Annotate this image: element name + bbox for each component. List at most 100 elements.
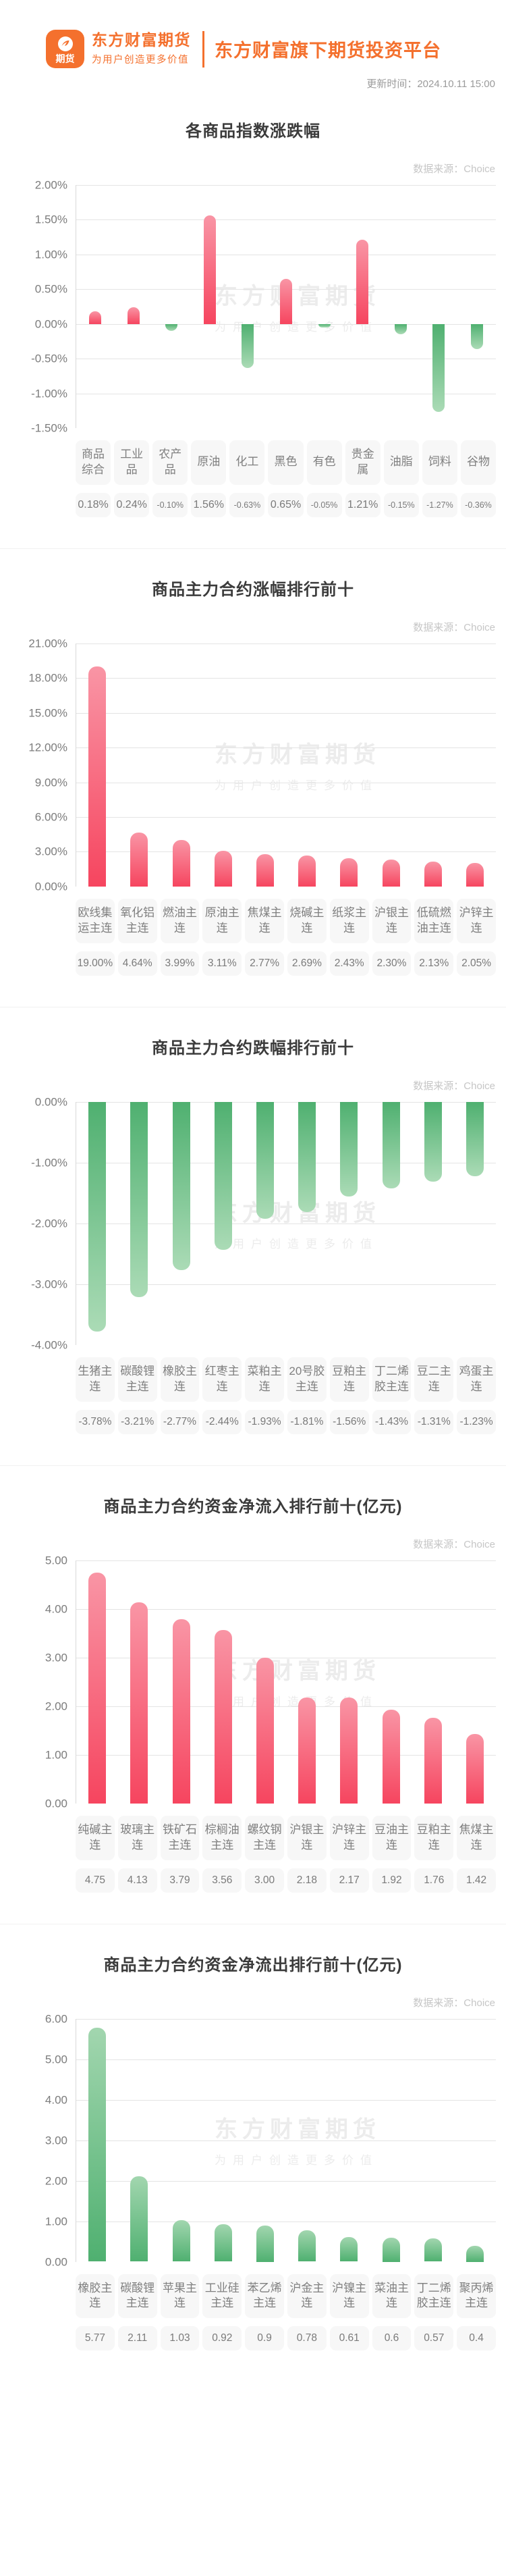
gridline	[76, 323, 496, 325]
bar	[466, 2245, 484, 2262]
bar	[214, 2224, 232, 2262]
bar-column	[115, 185, 153, 428]
category-label: 化工	[229, 440, 265, 485]
value-label: 1.76	[414, 1868, 454, 1893]
bar-column	[118, 2019, 160, 2262]
bar	[394, 323, 407, 335]
bar	[432, 323, 445, 413]
chart-section-3: 商品主力合约跌幅排行前十 数据来源：Choice 东方财富期货 为用户创造更多价…	[0, 1007, 506, 1466]
bar-column	[286, 2019, 328, 2262]
category-label: 沪银主连	[372, 898, 412, 943]
category-label: 豆粕主连	[414, 1815, 454, 1860]
y-axis-tick-label: 5.00	[45, 2053, 67, 2066]
bar-column	[286, 1560, 328, 1804]
bar-column	[118, 643, 160, 887]
bar-column	[118, 1101, 160, 1345]
plot-area: 东方财富期货 为用户创造更多价值 0.00% -1.00% -2.00% -3.00%…	[0, 1096, 496, 1350]
y-axis-tick-label: 6.00	[45, 2012, 67, 2025]
bar	[88, 1572, 107, 1804]
bar	[424, 2238, 442, 2262]
category-label: 菜油主连	[372, 2273, 412, 2319]
category-label: 氧化铝主连	[117, 898, 157, 943]
bar	[172, 840, 190, 887]
category-label: 焦煤主连	[245, 898, 284, 943]
category-label: 烧碱主连	[287, 898, 327, 943]
bar	[382, 860, 400, 887]
bar	[89, 311, 102, 324]
category-label: 铁矿石主连	[160, 1815, 200, 1860]
y-axis-tick-label: 12.00%	[28, 741, 67, 754]
value-label: 2.43%	[329, 951, 369, 976]
category-label: 红枣主连	[202, 1357, 242, 1402]
value-label: 0.24%	[114, 492, 150, 517]
y-axis-tick-label: 1.00	[45, 2215, 67, 2228]
value-label: 2.13%	[414, 951, 454, 976]
category-label: 焦煤主连	[457, 1815, 496, 1860]
bar	[340, 2236, 358, 2262]
category-label: 有色	[306, 440, 342, 485]
y-axis-tick-label: -1.00%	[31, 387, 67, 400]
category-label: 棕榈油主连	[202, 1815, 242, 1860]
bar-column	[412, 1560, 454, 1804]
bar	[340, 1101, 358, 1197]
bar-column	[160, 1101, 202, 1345]
chart-section-2: 商品主力合约涨幅排行前十 数据来源：Choice 东方财富期货 为用户创造更多价…	[0, 549, 506, 1007]
charts-container: 各商品指数涨跌幅 数据来源：Choice 东方财富期货 为用户创造更多价值 2.…	[0, 90, 506, 2382]
data-source-label: 数据来源：Choice	[413, 1538, 495, 1550]
value-label: 2.17	[329, 1868, 369, 1893]
bar-column	[370, 2019, 412, 2262]
bar	[340, 1698, 358, 1804]
category-label: 橡胶主连	[76, 2273, 115, 2319]
value-label: -0.36%	[460, 492, 497, 517]
futures-logo: 期货	[46, 30, 84, 68]
y-axis-tick-label: 4.00	[45, 1602, 67, 1616]
gridline	[76, 219, 496, 221]
category-label: 商品综合	[76, 440, 111, 485]
bar-column	[202, 2019, 244, 2262]
category-label: 生猪主连	[76, 1357, 115, 1402]
value-label: -1.81%	[287, 1409, 327, 1434]
y-axis-tick-label: 2.00%	[34, 178, 67, 192]
y-axis-tick-label: 0.00	[45, 1797, 67, 1810]
value-label: -3.78%	[76, 1409, 115, 1434]
data-source-label: 数据来源：Choice	[413, 1997, 495, 2009]
value-row: -3.78% -3.21% -2.77% -2.44% -1.93% -1.81% -1.5…	[76, 1409, 496, 1434]
plot: 东方财富期货 为用户创造更多价值	[76, 2018, 496, 2262]
bar	[88, 2028, 107, 2262]
bar	[214, 850, 232, 887]
plot: 东方财富期货 为用户创造更多价值	[76, 1101, 496, 1345]
value-label: 0.65%	[268, 492, 304, 517]
bar	[466, 1734, 484, 1804]
category-label: 玻璃主连	[117, 1815, 157, 1860]
chart-title: 商品主力合约资金净流出排行前十(亿元)	[103, 1955, 403, 1974]
value-label: 19.00%	[76, 951, 115, 976]
bar	[382, 1710, 400, 1804]
value-label: 3.56	[202, 1868, 242, 1893]
category-label: 苯乙烯主连	[245, 2273, 284, 2319]
value-row: 19.00% 4.64% 3.99% 3.11% 2.77% 2.69% 2.43% 2.30…	[76, 951, 496, 976]
value-label: 1.03	[160, 2326, 200, 2351]
category-row: 商品综合 工业品 农产品 原油 化工 黑色 有色 贵金属 油脂 饲料 谷物	[76, 440, 497, 485]
value-label: 3.79	[160, 1868, 200, 1893]
bar-column	[244, 1101, 286, 1345]
category-label: 20号胶主连	[287, 1357, 327, 1402]
bar-column	[412, 2019, 454, 2262]
category-label: 沪锌主连	[457, 898, 496, 943]
value-label: 0.61	[329, 2326, 369, 2351]
category-label: 碳酸锂主连	[117, 2273, 157, 2319]
category-label: 豆二主连	[414, 1357, 454, 1402]
bar	[203, 215, 216, 324]
bar	[88, 666, 107, 887]
bar-column	[420, 185, 458, 428]
gridline	[76, 1284, 496, 1285]
category-label: 纸浆主连	[329, 898, 369, 943]
value-label: 0.4	[457, 2326, 496, 2351]
gridline	[76, 2059, 496, 2060]
y-axis-tick-label: -3.00%	[31, 1278, 67, 1291]
y-axis-tick-label: 0.00	[45, 2255, 67, 2268]
bar-column	[454, 2019, 496, 2262]
value-label: -0.05%	[306, 492, 342, 517]
category-label: 橡胶主连	[160, 1357, 200, 1402]
value-label: -1.56%	[329, 1409, 369, 1434]
bar-column	[118, 1560, 160, 1804]
